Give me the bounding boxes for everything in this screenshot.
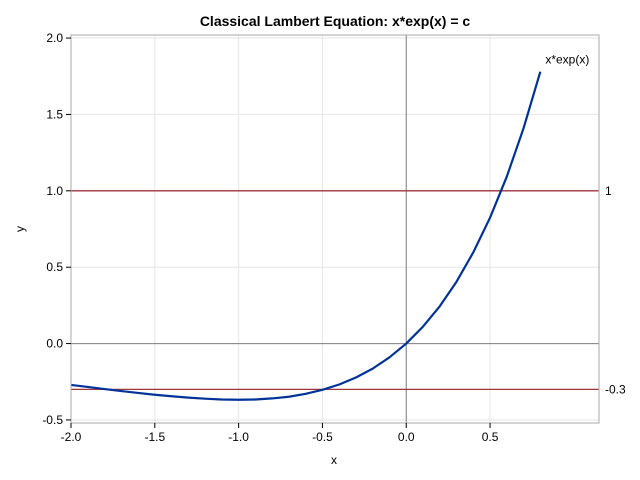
x-tick-label: 0.5: [482, 430, 499, 444]
x-tick-label: -0.5: [312, 430, 333, 444]
x-tick-label: -2.0: [61, 430, 82, 444]
reference-lines: 1 -0.3: [71, 184, 626, 396]
x-axis-label: x: [331, 453, 337, 467]
zero-lines: [71, 35, 599, 423]
y-tick-label: 2.0: [46, 31, 63, 45]
y-tick-label: 1.0: [46, 184, 63, 198]
y-axis-label: y: [13, 226, 27, 232]
series-label: x*exp(x): [545, 53, 589, 67]
y-tick-label: 0.0: [46, 337, 63, 351]
grid: [70, 35, 599, 423]
x-axis-ticks: -2.0 -1.5 -1.0 -0.5 0.0 0.5: [61, 423, 499, 444]
x-tick-label: 0.0: [398, 430, 415, 444]
reference-line-label: 1: [605, 184, 612, 198]
y-tick-label: -0.5: [42, 413, 63, 427]
series-group: x*exp(x): [70, 53, 589, 401]
x-tick-label: -1.5: [144, 430, 165, 444]
y-axis-ticks: -0.5 0.0 0.5 1.0 1.5 2.0: [42, 31, 71, 427]
reference-line-label: -0.3: [605, 382, 626, 396]
x-tick-label: -1.0: [228, 430, 249, 444]
y-tick-label: 1.5: [46, 107, 63, 121]
plot-frame: [70, 34, 600, 424]
y-tick-label: 0.5: [46, 260, 63, 274]
chart-title: Classical Lambert Equation: x*exp(x) = c: [200, 13, 471, 29]
series-line: [70, 71, 542, 401]
